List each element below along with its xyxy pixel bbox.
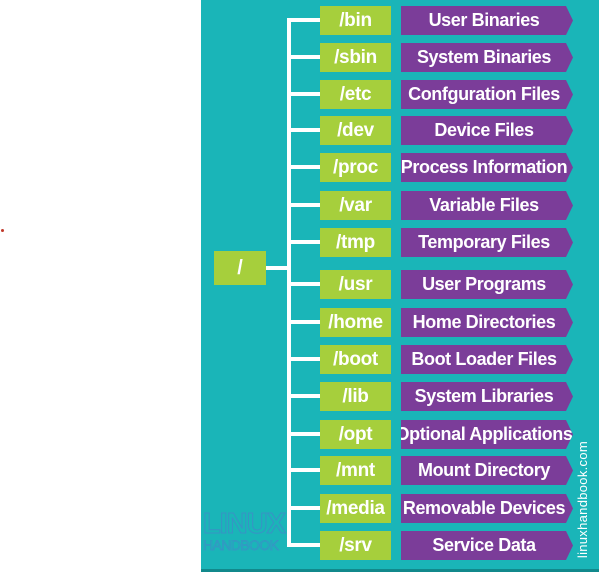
branch-line <box>287 203 320 207</box>
directory-tmp[interactable]: /tmp <box>320 228 391 257</box>
directory-home[interactable]: /home <box>320 308 391 337</box>
branch-line <box>287 18 320 22</box>
description-opt: Optional Applications <box>401 420 573 449</box>
branch-line <box>287 506 320 510</box>
root-connector <box>266 266 291 270</box>
description-media: Removable Devices <box>401 494 573 523</box>
description-home: Home Directories <box>401 308 573 337</box>
directory-mnt[interactable]: /mnt <box>320 456 391 485</box>
linux-handbook-logo: LINUX HANDBOOK <box>203 508 287 553</box>
description-mnt: Mount Directory <box>401 456 573 485</box>
description-boot: Boot Loader Files <box>401 345 573 374</box>
description-sbin: System Binaries <box>401 43 573 72</box>
directory-opt[interactable]: /opt <box>320 420 391 449</box>
description-bin: User Binaries <box>401 6 573 35</box>
branch-line <box>287 543 320 547</box>
directory-lib[interactable]: /lib <box>320 382 391 411</box>
red-dot <box>1 229 4 232</box>
description-etc: Confguration Files <box>401 80 573 109</box>
description-tmp: Temporary Files <box>401 228 573 257</box>
site-watermark: linuxhandbook.com <box>575 440 590 558</box>
branch-line <box>287 240 320 244</box>
description-srv: Service Data <box>401 531 573 560</box>
branch-line <box>287 468 320 472</box>
branch-line <box>287 92 320 96</box>
directory-srv[interactable]: /srv <box>320 531 391 560</box>
branch-line <box>287 357 320 361</box>
branch-line <box>287 128 320 132</box>
description-lib: System Libraries <box>401 382 573 411</box>
branch-line <box>287 282 320 286</box>
description-usr: User Programs <box>401 270 573 299</box>
description-dev: Device Files <box>401 116 573 145</box>
logo-line-2: HANDBOOK <box>203 537 280 553</box>
branch-line <box>287 320 320 324</box>
directory-etc[interactable]: /etc <box>320 80 391 109</box>
directory-sbin[interactable]: /sbin <box>320 43 391 72</box>
directory-usr[interactable]: /usr <box>320 270 391 299</box>
description-proc: Process Information <box>401 153 573 182</box>
directory-boot[interactable]: /boot <box>320 345 391 374</box>
directory-media[interactable]: /media <box>320 494 391 523</box>
branch-line <box>287 165 320 169</box>
branch-line <box>287 432 320 436</box>
directory-proc[interactable]: /proc <box>320 153 391 182</box>
diagram-panel: LINUX HANDBOOK /bin User Binaries/sbin Sys… <box>201 0 599 572</box>
branch-line <box>287 394 320 398</box>
logo-line-1: LINUX <box>203 508 287 540</box>
root-directory[interactable]: / <box>214 251 266 285</box>
directory-bin[interactable]: /bin <box>320 6 391 35</box>
branch-line <box>287 55 320 59</box>
directory-var[interactable]: /var <box>320 191 391 220</box>
panel-bottom-edge <box>201 569 599 572</box>
directory-dev[interactable]: /dev <box>320 116 391 145</box>
description-var: Variable Files <box>401 191 573 220</box>
